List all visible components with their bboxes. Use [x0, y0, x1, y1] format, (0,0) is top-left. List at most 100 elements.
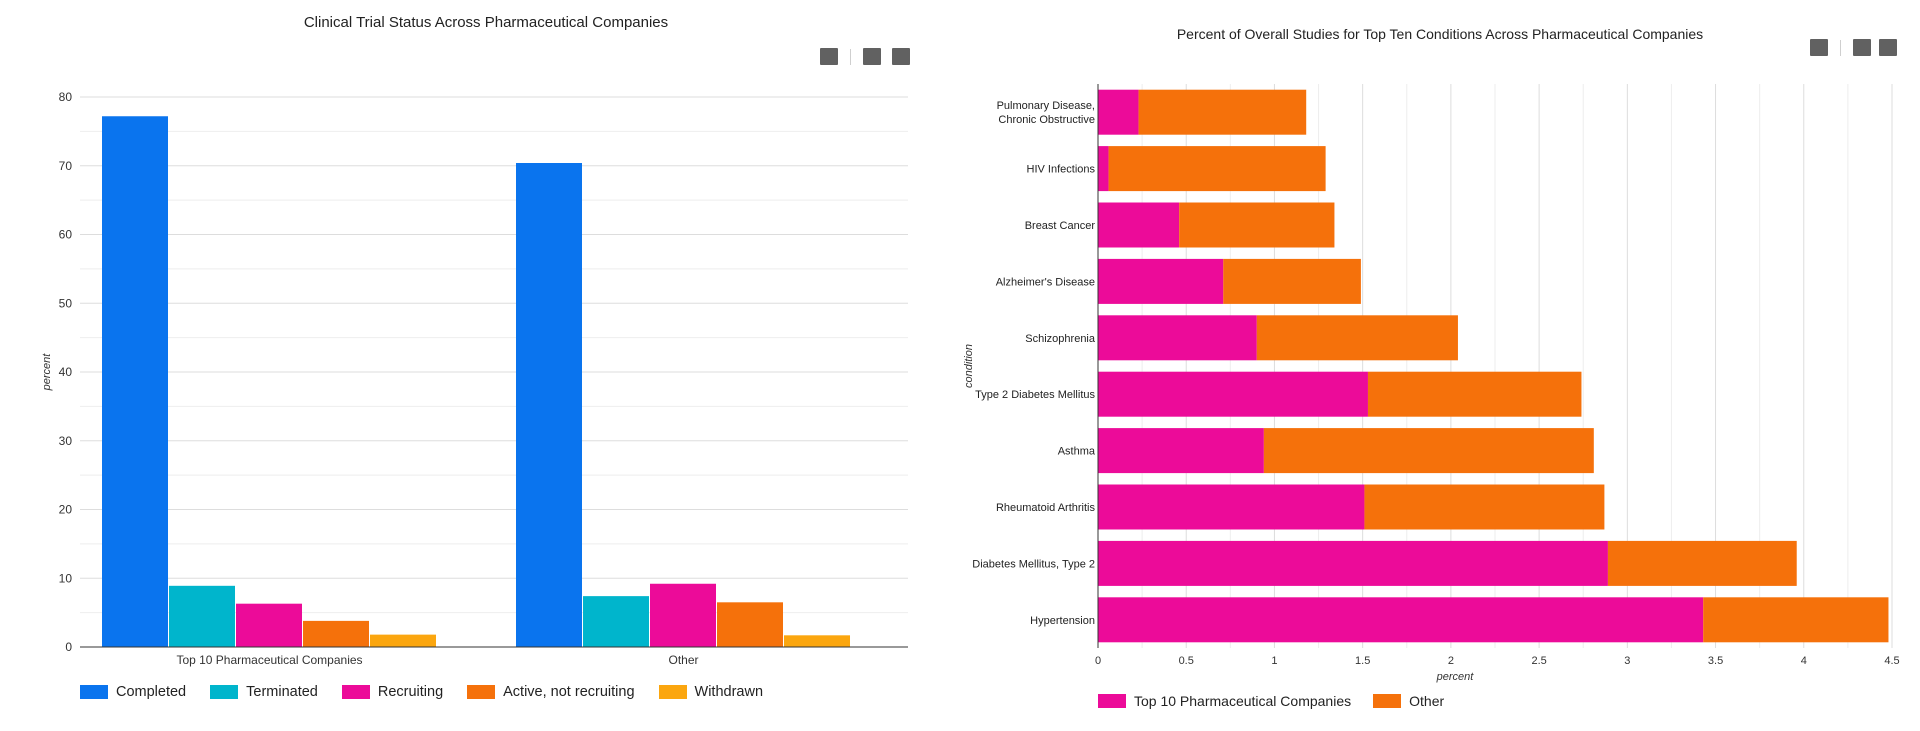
- bar: [1098, 484, 1365, 530]
- chart-toolbar: [1810, 39, 1897, 56]
- y-tick-label: 50: [59, 296, 73, 310]
- bar: [583, 596, 649, 647]
- toolbar-divider: [1840, 39, 1841, 56]
- bar: [102, 116, 168, 647]
- square-icon[interactable]: [1853, 39, 1871, 56]
- y-tick-label: HIV Infections: [1027, 164, 1096, 176]
- square-icon[interactable]: [892, 48, 910, 65]
- bar: [169, 585, 235, 647]
- y-tick-label: 70: [59, 159, 73, 173]
- conditions-chart-plot: 0 0.5 1 1.5 2 2.5 3 3.5 4 4.5 percent condition Pulm…: [963, 84, 1900, 683]
- y-tick-label: 20: [59, 503, 73, 517]
- bar: [650, 583, 716, 647]
- y-tick-label: Diabetes Mellitus, Type 2: [972, 558, 1095, 570]
- legend-swatch: [210, 685, 239, 699]
- y-tick-label: Hypertension: [1030, 615, 1095, 627]
- y-tick-label: Breast Cancer: [1025, 220, 1096, 232]
- square-icon[interactable]: [1879, 39, 1897, 56]
- bar: [303, 620, 369, 647]
- y-tick-label: Type 2 Diabetes Mellitus: [975, 389, 1095, 401]
- y-tick-label: 80: [59, 90, 73, 104]
- bar: [1098, 315, 1257, 361]
- legend-swatch: [1373, 694, 1402, 708]
- y-tick-label: Schizophrenia: [1025, 333, 1096, 345]
- x-tick-label: 3: [1624, 655, 1630, 667]
- legend-swatch: [1098, 694, 1126, 708]
- y-tick-label: 10: [59, 571, 73, 585]
- toolbar-divider: [850, 48, 851, 65]
- x-tick-label: 3.5: [1708, 655, 1723, 667]
- y-tick-label: Rheumatoid Arthritis: [996, 502, 1096, 514]
- bar: [1138, 89, 1307, 135]
- y-tick-label: Chronic Obstructive: [998, 114, 1095, 126]
- x-tick-label: 4: [1801, 655, 1807, 667]
- bar: [1098, 89, 1139, 135]
- legend-swatch: [467, 685, 496, 699]
- legend-item[interactable]: Other: [1373, 693, 1444, 709]
- bar: [1098, 202, 1180, 248]
- x-tick-label: 1: [1271, 655, 1277, 667]
- bar: [1098, 597, 1704, 643]
- chart-title: Percent of Overall Studies for Top Ten C…: [1176, 26, 1704, 42]
- legend-label: Top 10 Pharmaceutical Companies: [1134, 693, 1352, 709]
- legend-label: Terminated: [246, 684, 318, 700]
- bar: [516, 163, 582, 647]
- conditions-chart-panel: Percent of Overall Studies for Top Ten C…: [960, 0, 1920, 731]
- bar: [1098, 428, 1264, 474]
- bar: [1098, 146, 1109, 192]
- bar: [1263, 428, 1594, 474]
- legend-item[interactable]: Completed: [80, 684, 186, 700]
- bar: [1098, 371, 1368, 417]
- y-axis-label: percent: [41, 353, 53, 392]
- square-icon[interactable]: [863, 48, 881, 65]
- y-tick-label: 60: [59, 228, 73, 242]
- x-tick-label: 1.5: [1355, 655, 1370, 667]
- x-tick-label: Top 10 Pharmaceutical Companies: [176, 653, 362, 667]
- bar: [1364, 484, 1605, 530]
- chart-legend: Top 10 Pharmaceutical Companies Other: [1098, 693, 1466, 709]
- legend-label: Recruiting: [377, 684, 444, 700]
- square-icon[interactable]: [1810, 39, 1828, 56]
- legend-swatch: [658, 685, 687, 699]
- x-tick-label: 2.5: [1531, 655, 1546, 667]
- legend-swatch: [341, 685, 370, 699]
- bar: [1256, 315, 1458, 361]
- legend-label: Active, not recruiting: [503, 684, 635, 700]
- x-tick-label: 4.5: [1884, 655, 1899, 667]
- x-tick-label: 2: [1448, 655, 1454, 667]
- square-icon[interactable]: [820, 48, 838, 65]
- legend-item[interactable]: Recruiting: [341, 684, 444, 700]
- chart-legend: Completed Terminated Recruiting Active, not…: [80, 684, 787, 700]
- legend-item[interactable]: Terminated: [210, 684, 318, 700]
- chart-title: Clinical Trial Status Across Pharmaceuti…: [303, 14, 669, 31]
- y-tick-label: 40: [59, 365, 73, 379]
- y-tick-label: 0: [65, 640, 72, 654]
- x-tick-label: 0.5: [1179, 655, 1194, 667]
- bar: [1098, 258, 1224, 304]
- legend-item[interactable]: Active, not recruiting: [467, 684, 635, 700]
- bar: [1703, 597, 1889, 643]
- y-tick-label: 30: [59, 434, 73, 448]
- chart-toolbar: [820, 48, 910, 65]
- bar: [717, 602, 783, 647]
- bar: [370, 634, 436, 647]
- status-chart-plot: 0 10 20 30 40 50 60 70 80 percent Top 10 Pharmaceu…: [41, 90, 908, 667]
- bar: [1108, 146, 1326, 192]
- x-tick-label: 0: [1095, 655, 1101, 667]
- legend-label: Other: [1409, 693, 1445, 709]
- bar: [1223, 258, 1361, 304]
- legend-item[interactable]: Top 10 Pharmaceutical Companies: [1098, 693, 1351, 709]
- bar: [1179, 202, 1335, 248]
- legend-item[interactable]: Withdrawn: [658, 684, 764, 700]
- legend-swatch: [80, 685, 108, 699]
- y-tick-label: Alzheimer's Disease: [996, 276, 1095, 288]
- legend-label: Completed: [116, 684, 187, 700]
- y-axis-label: condition: [963, 344, 975, 388]
- status-chart-panel: Clinical Trial Status Across Pharmaceuti…: [41, 14, 910, 700]
- y-tick-label: Pulmonary Disease,: [997, 100, 1095, 112]
- legend-label: Withdrawn: [694, 684, 764, 700]
- bar: [1367, 371, 1582, 417]
- y-tick-label: Asthma: [1058, 446, 1096, 458]
- x-axis-label: percent: [1436, 671, 1475, 683]
- bar: [1607, 540, 1797, 586]
